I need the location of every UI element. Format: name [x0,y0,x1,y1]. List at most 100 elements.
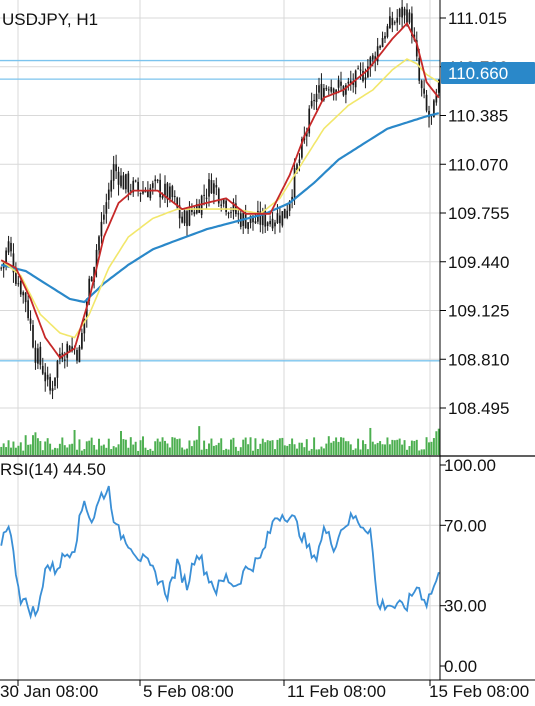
candle-body [435,93,438,103]
volume-bar [66,447,69,455]
price-tick-label: 111.015 [448,9,507,28]
volume-bar [144,447,147,455]
candle-body [281,211,284,226]
candle-body [46,374,49,380]
volume-bar [354,448,357,455]
rsi-line [0,485,440,620]
candle-body [29,318,32,324]
volume-bar [183,449,186,455]
volume-bar [178,438,181,455]
volume-bar [230,439,232,455]
candle-body [308,108,311,134]
rsi-tick-label: 30.00 [444,597,487,616]
volume-bar [283,445,286,455]
symbol-label: USDJPY, H1 [2,10,98,29]
volume-bar [198,426,201,455]
candle-body [291,196,293,201]
candle-body [176,197,179,208]
volume-bar [349,444,352,455]
volume-bar [401,444,404,455]
volume-bar [430,441,433,455]
candle-body [49,376,51,391]
volume-bar [281,437,284,455]
volume-bar [46,438,49,455]
time-axis[interactable]: 30 Jan 08:00 5 Feb 08:00 11 Feb 08:00 15 Fe… [0,680,529,701]
price-tick-label: 108.495 [448,399,509,418]
candle-body [376,46,379,62]
candle-body [264,210,267,227]
volume-bar [320,446,323,455]
time-tick-label: 30 Jan 08:00 [0,682,98,701]
volume-bar [19,442,22,455]
price-level-lines[interactable] [0,59,440,362]
time-tick-label: 5 Feb 08:00 [143,682,234,701]
price-tick-label: 110.385 [448,107,508,126]
volume-bar [261,438,264,455]
volume-bar [379,441,382,455]
current-price-label: 110.660 [448,64,508,83]
candle-body [261,212,264,226]
volume-bar [366,449,369,455]
volume-bar [276,439,279,455]
volume-bar [242,439,245,455]
volume-bar [398,438,401,455]
candle-body [227,212,230,214]
candle-body [271,218,274,229]
candle-body [34,347,37,363]
chart-grid [0,0,440,680]
candle-body [364,77,367,80]
volume-bar [24,435,27,455]
candle-body [352,81,355,85]
candle-body [83,318,86,334]
time-tick-label: 11 Feb 08:00 [287,682,386,701]
volume-bar [408,446,411,455]
candle-body [217,188,220,204]
volume-bar [337,441,340,455]
volume-bar [388,444,391,455]
volume-bar [357,438,360,455]
volume-bar [344,441,347,455]
candle-body [401,6,403,18]
candle-body [283,208,286,219]
rsi-axis[interactable]: 100.00 70.00 30.00 0.00 [440,456,496,676]
volume-bar [381,444,384,455]
volume-bar [313,437,316,455]
volume-bar [166,443,169,455]
volume-bar [195,439,198,455]
candle-body [408,12,411,23]
volume-bar [132,444,135,455]
candle-body [249,215,252,224]
candle-body [7,241,10,253]
volume-bar [61,437,64,455]
candle-body [266,222,269,226]
ma-fast-line [0,21,440,359]
candle-body [210,180,213,194]
volume-bar [435,431,438,455]
candle-body [323,88,325,101]
volume-bar [220,438,223,455]
candle-body [112,164,115,181]
volume-bar [151,450,154,455]
volume-bar [115,447,118,455]
price-tick-label: 110.070 [448,155,508,174]
candle-body [110,180,113,192]
candle-body [120,175,122,187]
volume-bar [293,444,296,455]
candle-body [115,164,117,172]
candle-body [100,221,103,237]
volume-bar [362,440,364,455]
volume-bar [181,447,184,455]
candle-body [374,56,377,62]
candle-body [225,200,227,213]
candle-body [56,360,59,378]
volume-bar [234,446,237,455]
volume-bar [256,448,259,455]
volume-bar [168,447,171,455]
volume-bar [129,437,132,455]
volume-bar [327,436,330,455]
price-tick-label: 108.810 [448,350,509,369]
rsi-tick-label: 100.00 [444,456,496,475]
current-price-tag [441,61,535,84]
